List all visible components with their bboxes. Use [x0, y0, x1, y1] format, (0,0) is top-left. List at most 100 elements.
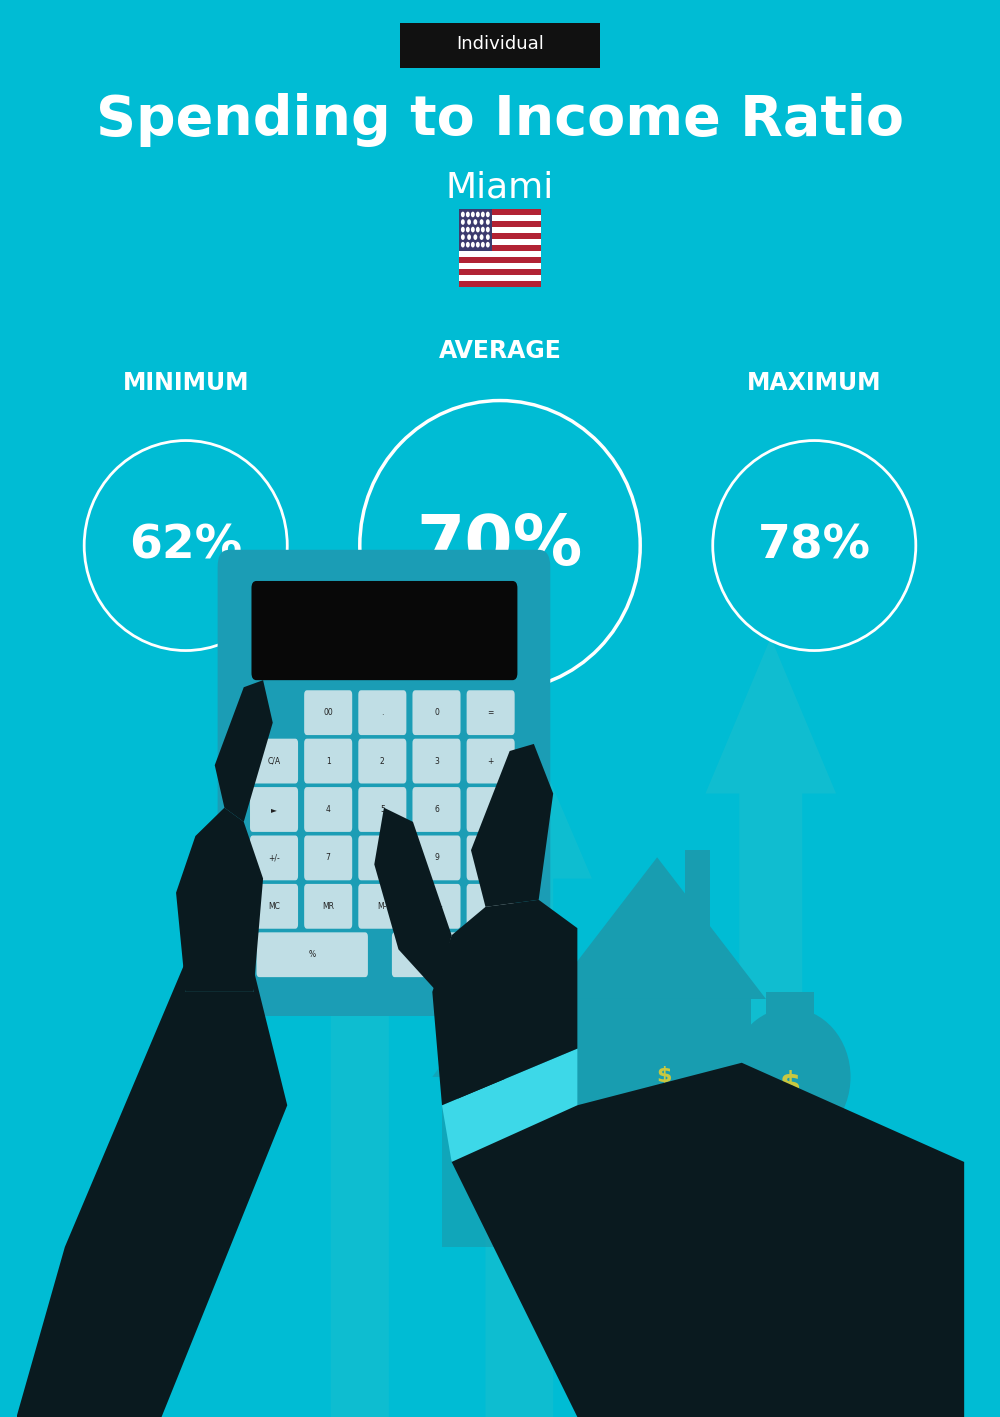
FancyBboxPatch shape — [459, 239, 541, 245]
Text: x: x — [488, 853, 493, 863]
Text: MR: MR — [322, 901, 334, 911]
FancyBboxPatch shape — [467, 836, 515, 880]
FancyBboxPatch shape — [597, 1178, 693, 1197]
FancyBboxPatch shape — [358, 836, 406, 880]
Text: MAXIMUM: MAXIMUM — [747, 371, 882, 394]
FancyBboxPatch shape — [685, 1108, 724, 1165]
Circle shape — [486, 220, 490, 225]
Ellipse shape — [730, 1007, 851, 1146]
FancyBboxPatch shape — [412, 786, 461, 832]
Polygon shape — [432, 978, 577, 1077]
FancyBboxPatch shape — [358, 738, 406, 784]
FancyBboxPatch shape — [459, 281, 541, 286]
Text: +/-: +/- — [268, 853, 280, 863]
Text: .: . — [381, 708, 384, 717]
Text: 4: 4 — [326, 805, 331, 813]
Text: 3: 3 — [434, 757, 439, 765]
FancyBboxPatch shape — [459, 221, 541, 227]
FancyBboxPatch shape — [250, 836, 298, 880]
Circle shape — [480, 234, 484, 239]
Polygon shape — [447, 708, 592, 1417]
Text: 0: 0 — [434, 708, 439, 717]
Circle shape — [476, 242, 480, 248]
Circle shape — [466, 211, 470, 217]
Text: 00: 00 — [323, 708, 333, 717]
Text: Individual: Individual — [456, 35, 544, 52]
Text: MC: MC — [268, 901, 280, 911]
FancyBboxPatch shape — [250, 786, 298, 832]
Text: M-: M- — [378, 901, 387, 911]
Polygon shape — [215, 680, 273, 822]
Text: M+: M+ — [430, 901, 443, 911]
FancyBboxPatch shape — [459, 251, 541, 256]
Text: $: $ — [779, 1070, 801, 1098]
Text: AVERAGE: AVERAGE — [439, 340, 561, 363]
Text: 8: 8 — [380, 853, 385, 863]
Polygon shape — [452, 1063, 964, 1417]
FancyBboxPatch shape — [467, 884, 515, 928]
FancyBboxPatch shape — [400, 23, 600, 68]
Circle shape — [481, 242, 485, 248]
Text: 6: 6 — [434, 805, 439, 813]
Circle shape — [481, 211, 485, 217]
Polygon shape — [374, 808, 452, 992]
FancyBboxPatch shape — [304, 836, 352, 880]
FancyBboxPatch shape — [304, 786, 352, 832]
Circle shape — [467, 234, 471, 239]
Text: MU: MU — [442, 951, 454, 959]
FancyBboxPatch shape — [459, 264, 541, 269]
Polygon shape — [176, 808, 263, 992]
FancyBboxPatch shape — [582, 1108, 621, 1165]
Text: 62%: 62% — [129, 523, 242, 568]
FancyBboxPatch shape — [304, 738, 352, 784]
Circle shape — [461, 242, 465, 248]
FancyBboxPatch shape — [218, 550, 550, 1016]
Text: Spending to Income Ratio: Spending to Income Ratio — [96, 94, 904, 147]
Polygon shape — [471, 744, 553, 907]
FancyBboxPatch shape — [304, 690, 352, 735]
Circle shape — [473, 234, 477, 239]
Circle shape — [461, 220, 465, 225]
FancyBboxPatch shape — [459, 245, 541, 251]
FancyBboxPatch shape — [597, 1127, 693, 1146]
Text: Miami: Miami — [446, 170, 554, 204]
FancyBboxPatch shape — [257, 932, 368, 978]
FancyBboxPatch shape — [459, 256, 541, 264]
Circle shape — [461, 234, 465, 239]
Text: 1: 1 — [326, 757, 331, 765]
Text: 78%: 78% — [758, 523, 871, 568]
Polygon shape — [705, 638, 836, 1417]
FancyBboxPatch shape — [358, 690, 406, 735]
Circle shape — [486, 211, 490, 217]
Polygon shape — [442, 1049, 577, 1162]
FancyBboxPatch shape — [647, 1007, 682, 1033]
Circle shape — [486, 227, 490, 232]
FancyBboxPatch shape — [467, 690, 515, 735]
FancyBboxPatch shape — [459, 210, 541, 215]
Text: +: + — [487, 757, 494, 765]
Circle shape — [471, 227, 475, 232]
FancyBboxPatch shape — [459, 269, 541, 275]
Text: 7: 7 — [326, 853, 331, 863]
Polygon shape — [297, 808, 423, 1417]
FancyBboxPatch shape — [459, 215, 541, 221]
FancyBboxPatch shape — [358, 786, 406, 832]
FancyBboxPatch shape — [250, 884, 298, 928]
FancyBboxPatch shape — [459, 210, 492, 251]
Text: :: : — [489, 901, 492, 911]
Polygon shape — [548, 857, 766, 999]
Circle shape — [466, 227, 470, 232]
Text: =: = — [487, 708, 494, 717]
FancyBboxPatch shape — [304, 884, 352, 928]
Circle shape — [461, 211, 465, 217]
FancyBboxPatch shape — [467, 786, 515, 832]
Text: 2: 2 — [380, 757, 385, 765]
Text: %: % — [309, 951, 316, 959]
FancyBboxPatch shape — [392, 932, 503, 978]
Text: 9: 9 — [434, 853, 439, 863]
Circle shape — [486, 234, 490, 239]
FancyBboxPatch shape — [250, 738, 298, 784]
Circle shape — [481, 227, 485, 232]
Text: -: - — [489, 805, 492, 813]
Text: 70%: 70% — [417, 512, 583, 580]
